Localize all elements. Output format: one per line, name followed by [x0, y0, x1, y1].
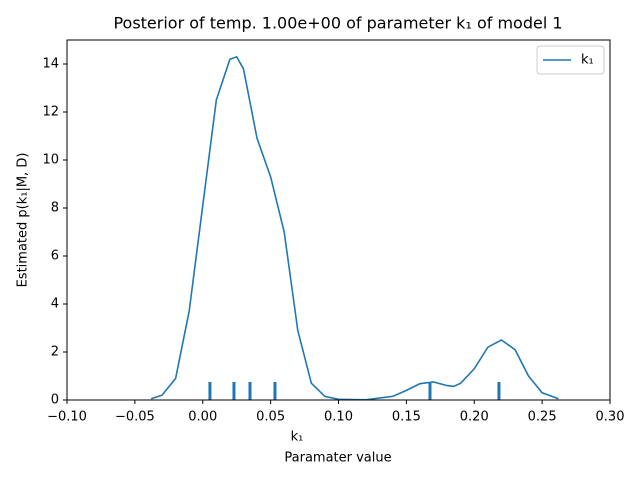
y-tick-label: 10 [42, 153, 59, 168]
x-tick-label: 0.05 [256, 410, 285, 425]
data-line [150, 55, 559, 401]
y-tick-label: 6 [51, 249, 59, 264]
chart-title: Posterior of temp. 1.00e+00 of parameter… [113, 14, 562, 33]
x-tick-label: −0.10 [47, 410, 87, 425]
x-tick-label: 0.20 [460, 410, 489, 425]
y-tick-label: 0 [51, 393, 59, 408]
y-tick-label: 14 [42, 57, 59, 72]
y-tick-label: 4 [51, 297, 59, 312]
x-axis-label: Paramater value [284, 451, 391, 466]
y-tick-label: 8 [51, 201, 59, 216]
x-tick-label: 0.10 [324, 410, 353, 425]
x-tick-label: −0.05 [115, 410, 155, 425]
legend-label: k₁ [581, 53, 594, 68]
x-axis-symbol: k₁ [291, 430, 304, 445]
y-axis-label: Estimated p(k₁|M, D) [16, 153, 31, 288]
x-tick-label: 0.25 [528, 410, 557, 425]
x-tick-label: 0.15 [392, 410, 421, 425]
x-tick-label: 0.30 [596, 410, 625, 425]
y-tick-label: 2 [51, 345, 59, 360]
y-tick-label: 12 [42, 105, 59, 120]
plot-frame [66, 39, 611, 401]
x-tick-label: 0.00 [188, 410, 217, 425]
